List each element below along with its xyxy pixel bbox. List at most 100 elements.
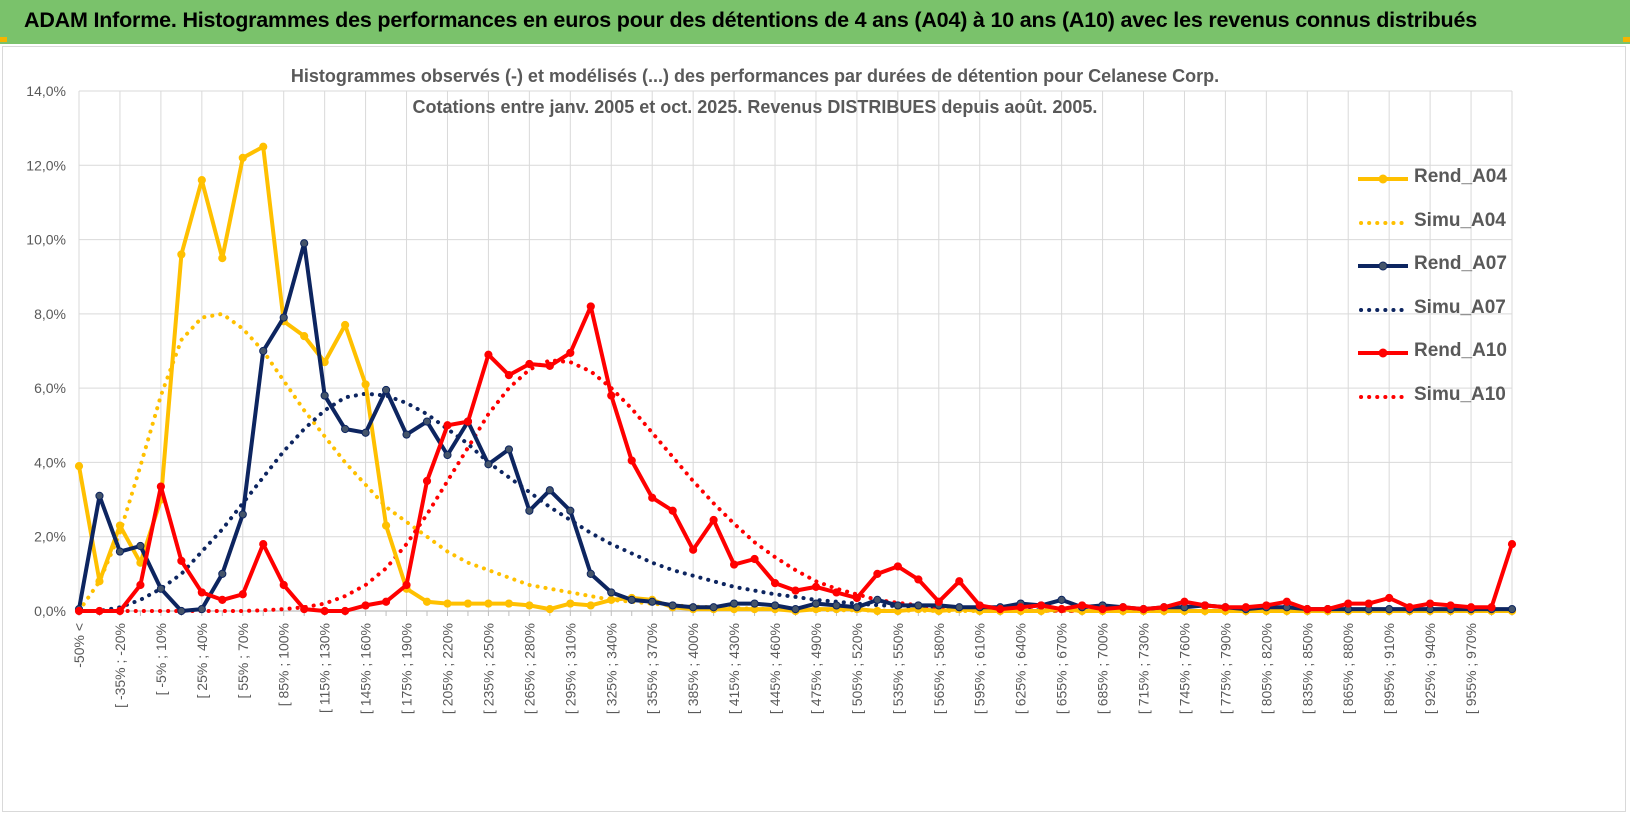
data-point-rend-a07 (586, 569, 595, 578)
data-point-rend-a10 (770, 579, 780, 588)
legend-swatch (1358, 348, 1408, 358)
data-point-rend-a10 (1385, 593, 1394, 603)
y-tick-label: 4,0% (34, 454, 66, 470)
data-point-rend-a07 (136, 541, 145, 551)
data-point-rend-a04 (259, 142, 268, 151)
x-tick-label: [ 835% ; 850% (1299, 623, 1315, 714)
legend-swatch (1359, 307, 1410, 312)
data-point-rend-a10 (1241, 603, 1250, 612)
data-point-rend-a04 (484, 599, 493, 608)
y-tick-label: 2,0% (34, 529, 66, 545)
series-layer (74, 142, 1517, 616)
legend-label: Rend_A07 (1414, 253, 1507, 274)
data-point-rend-a04 (95, 577, 104, 586)
data-point-rend-a10 (648, 493, 657, 502)
data-point-rend-a04 (525, 601, 534, 610)
y-tick-label: 8,0% (34, 306, 66, 322)
data-point-rend-a10 (443, 421, 452, 430)
x-tick-label: [ 25% ; 40% (194, 623, 210, 699)
data-point-rend-a07 (156, 584, 165, 593)
data-point-rend-a10 (955, 577, 964, 586)
y-tick-label: 14,0% (26, 83, 66, 99)
data-point-rend-a07 (750, 599, 759, 608)
x-tick-label: [ 145% ; 160% (358, 623, 374, 714)
data-point-rend-a10 (381, 597, 391, 606)
x-tick-label: [ 655% ; 670% (1054, 623, 1070, 714)
grid-layer (78, 90, 1513, 616)
data-point-rend-a10 (1078, 601, 1087, 610)
data-point-rend-a10 (136, 580, 145, 590)
legend-swatch (1359, 394, 1410, 399)
data-point-rend-a07 (770, 601, 780, 610)
x-tick-label: [ 295% ; 310% (562, 623, 578, 714)
series-line-rend-a04 (77, 144, 1512, 613)
data-point-rend-a10 (238, 590, 247, 599)
x-tick-label: [ 235% ; 250% (480, 623, 496, 714)
data-point-rend-a10 (586, 302, 595, 311)
y-axis: 0,0% 2,0% 4,0% 6,0% 8,0% 10,0% 12,0% 14,0% (26, 83, 66, 619)
data-point-rend-a07 (545, 486, 554, 495)
data-point-rend-a10 (852, 593, 862, 603)
x-tick-label: [ 415% ; 430% (726, 623, 742, 714)
data-point-rend-a10 (1098, 605, 1107, 614)
data-point-rend-a10 (156, 482, 165, 491)
data-point-rend-a07 (238, 510, 247, 519)
x-tick-label: -50% < (71, 623, 87, 668)
data-point-rend-a10 (996, 605, 1005, 614)
data-point-rend-a10 (689, 545, 698, 554)
data-point-rend-a04 (607, 595, 616, 604)
data-point-rend-a10 (341, 606, 350, 616)
legend-swatch (1358, 261, 1408, 271)
banner-accent-left (0, 37, 7, 42)
series-line-rend-a07 (77, 241, 1512, 613)
header-banner: ADAM Informe. Histogrammes des performan… (0, 0, 1630, 46)
chart-subtitle-line-2: Cotations entre janv. 2005 et oct. 2025.… (412, 97, 1098, 117)
data-point-rend-a10 (668, 506, 677, 515)
data-point-rend-a07 (525, 506, 534, 515)
data-point-rend-a10 (545, 361, 554, 370)
data-point-rend-a07 (1057, 595, 1066, 604)
x-tick-label: [ 175% ; 190% (399, 623, 415, 714)
page-title: ADAM Informe. Histogrammes des performan… (24, 8, 1477, 32)
data-point-rend-a07 (1385, 605, 1394, 614)
data-point-rend-a10 (1200, 601, 1210, 610)
data-point-rend-a10 (525, 359, 534, 369)
data-point-rend-a10 (1016, 603, 1025, 612)
data-point-rend-a07 (729, 599, 739, 608)
data-point-rend-a10 (1262, 601, 1271, 610)
data-point-rend-a04 (300, 332, 309, 341)
x-tick-label: [ 55% ; 70% (235, 623, 251, 699)
data-point-rend-a07 (443, 450, 452, 460)
data-point-rend-a10 (893, 562, 902, 571)
x-tick-label: [ 595% ; 610% (972, 623, 988, 714)
data-point-rend-a10 (218, 595, 227, 604)
x-tick-label: [ 925% ; 940% (1422, 623, 1438, 714)
data-point-rend-a10 (607, 391, 616, 400)
legend-label: Simu_A10 (1414, 383, 1506, 405)
x-tick-label: [ 625% ; 640% (1013, 623, 1029, 714)
data-point-rend-a07 (218, 569, 227, 578)
data-point-rend-a07 (95, 491, 104, 500)
data-point-rend-a10 (320, 606, 329, 616)
data-point-rend-a04 (218, 254, 227, 263)
data-point-rend-a10 (402, 580, 411, 590)
data-point-rend-a04 (361, 380, 370, 389)
data-point-rend-a04 (381, 521, 391, 530)
data-point-rend-a04 (566, 599, 575, 608)
data-point-rend-a10 (279, 580, 288, 590)
x-tick-label: [ 505% ; 520% (849, 623, 865, 714)
data-point-rend-a07 (197, 605, 206, 614)
data-point-rend-a07 (402, 430, 411, 439)
data-point-rend-a10 (1221, 603, 1230, 612)
legend-label: Simu_A04 (1414, 209, 1506, 231)
data-point-rend-a10 (484, 350, 493, 359)
legend-swatch (1358, 174, 1408, 184)
data-point-rend-a10 (750, 554, 759, 564)
y-tick-label: 12,0% (26, 157, 66, 173)
data-point-rend-a10 (811, 582, 821, 591)
data-point-rend-a07 (566, 506, 575, 515)
data-point-rend-a07 (873, 595, 882, 604)
x-tick-label: [ 895% ; 910% (1381, 623, 1397, 714)
series-line-rend-a10 (79, 304, 1514, 613)
data-point-rend-a07 (279, 313, 288, 322)
